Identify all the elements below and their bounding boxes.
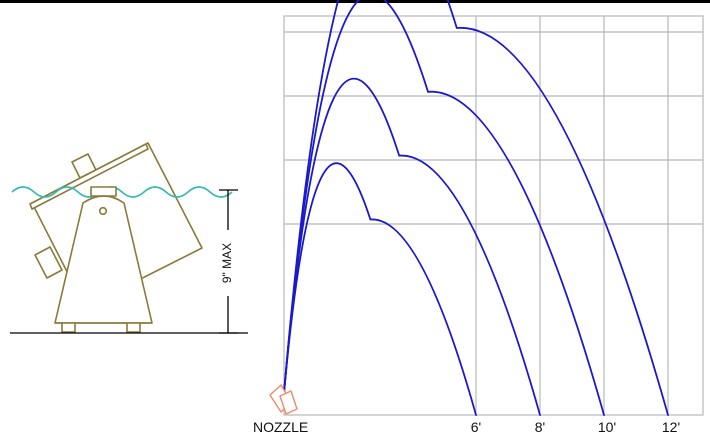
- grid-frame: [283, 15, 704, 416]
- tick-12ft: 12': [662, 419, 680, 435]
- chart-grid: [283, 15, 704, 416]
- nozzle-label: NOZZLE: [253, 419, 308, 435]
- depth-label: 9" MAX: [220, 243, 234, 283]
- tick-10ft: 10': [598, 419, 616, 435]
- right-foot: [126, 322, 141, 333]
- left-foot: [61, 322, 76, 333]
- tick-8ft: 8': [535, 419, 545, 435]
- cone-top-cap: [90, 186, 117, 197]
- range-chart: NOZZLE 6' 8' 10' 12': [253, 0, 704, 435]
- nozzle-front-plate: [279, 390, 298, 415]
- trajectory-8ft: [283, 77, 541, 416]
- cone-body: [54, 195, 153, 324]
- depth-dimension: [219, 189, 238, 334]
- trajectory-10ft: [283, 0, 605, 416]
- trajectory-12ft: [283, 0, 669, 416]
- housing-side-tab: [34, 246, 63, 279]
- cone-base: [54, 186, 153, 333]
- trajectory-6ft: [283, 162, 477, 416]
- water-surface: [11, 186, 233, 198]
- nozzle-icon: [269, 384, 298, 415]
- submerged-pump-illustration: 9" MAX: [10, 142, 248, 334]
- top-border: [0, 0, 710, 3]
- spray-trajectories: [283, 0, 669, 416]
- tick-6ft: 6': [471, 419, 481, 435]
- upper-housing-plate: [29, 143, 149, 210]
- cone-pivot-hole: [98, 206, 108, 216]
